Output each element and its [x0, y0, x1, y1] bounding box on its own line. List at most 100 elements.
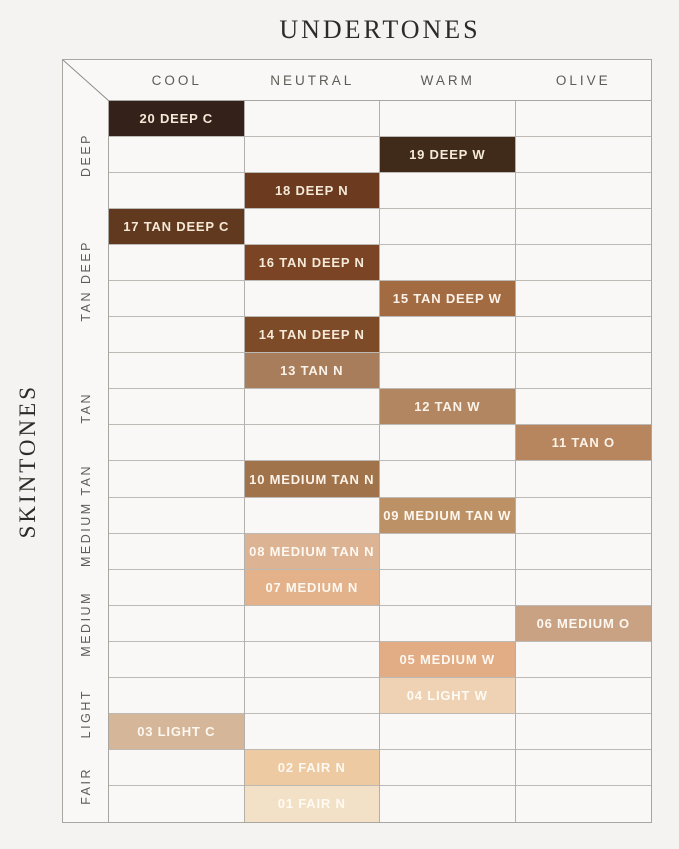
- skintone-group-tan: TAN: [63, 353, 108, 461]
- empty-grid-cell: [380, 605, 516, 642]
- shade-cell-19-deep-w: 19 DEEP W: [380, 137, 516, 174]
- shade-label: 15 TAN DEEP W: [392, 291, 502, 307]
- empty-grid-cell: [515, 317, 651, 354]
- skintone-group-label: MEDIUM TAN: [78, 464, 93, 568]
- shade-cell-07-medium-n: 07 MEDIUM N: [244, 569, 380, 606]
- skintone-group-label: MEDIUM: [78, 590, 93, 657]
- skintones-axis-title-wrap: SKINTONES: [6, 100, 50, 823]
- empty-grid-cell: [380, 785, 516, 822]
- empty-grid-cell: [515, 534, 651, 570]
- empty-grid-cell: [515, 101, 651, 138]
- empty-grid-cell: [515, 245, 651, 282]
- shade-label: 08 MEDIUM TAN N: [249, 543, 375, 559]
- empty-grid-cell: [109, 785, 245, 822]
- skintone-group-deep: DEEP: [63, 101, 108, 209]
- empty-grid-cell: [244, 137, 380, 174]
- shade-cell-13-tan-n: 13 TAN N: [244, 353, 380, 390]
- empty-grid-cell: [109, 569, 245, 606]
- empty-grid-cell: [244, 605, 380, 642]
- shade-cell-10-medium-tan-n: 10 MEDIUM TAN N: [244, 461, 380, 498]
- empty-grid-cell: [244, 389, 380, 426]
- empty-grid-cell: [380, 461, 516, 498]
- skintone-group-light: LIGHT: [63, 678, 108, 750]
- skintone-group-label: TAN: [78, 391, 93, 424]
- shade-label: 01 FAIR N: [277, 796, 346, 812]
- skintones-axis-title: SKINTONES: [15, 384, 40, 539]
- skintone-group-fair: FAIR: [63, 750, 108, 822]
- shade-label: 04 LIGHT W: [406, 687, 488, 703]
- shade-cell-11-tan-o: 11 TAN O: [515, 425, 651, 462]
- empty-grid-cell: [109, 605, 245, 642]
- shade-label: 17 TAN DEEP C: [123, 219, 230, 235]
- shade-cell-12-tan-w: 12 TAN W: [380, 389, 516, 426]
- undertone-headers: COOL NEUTRAL WARM OLIVE: [109, 60, 651, 101]
- empty-grid-cell: [109, 677, 245, 714]
- empty-grid-cell: [515, 209, 651, 246]
- column-header-olive: OLIVE: [555, 72, 611, 88]
- empty-grid-cell: [515, 714, 651, 750]
- skintone-label-column: DEEP TAN DEEP TAN MEDIUM TAN MEDIUM LIGHT FAIR: [63, 101, 109, 822]
- shade-label: 09 MEDIUM TAN W: [383, 507, 512, 523]
- empty-grid-cell: [109, 245, 245, 282]
- empty-grid-cell: [380, 425, 516, 462]
- empty-grid-cell: [515, 137, 651, 174]
- empty-grid-cell: [244, 677, 380, 714]
- empty-grid-cell: [109, 497, 245, 534]
- empty-grid-cell: [380, 569, 516, 606]
- skintone-group-label: DEEP: [78, 133, 93, 178]
- empty-grid-cell: [515, 389, 651, 426]
- empty-grid-cell: [109, 281, 245, 318]
- shade-cell-04-light-w: 04 LIGHT W: [380, 677, 516, 714]
- empty-grid-cell: [109, 317, 245, 354]
- empty-grid-cell: [109, 173, 245, 210]
- shade-cell-05-medium-w: 05 MEDIUM W: [380, 641, 516, 678]
- shade-cell-18-deep-n: 18 DEEP N: [244, 173, 380, 210]
- corner-cell: [63, 60, 109, 101]
- skintone-group-medium: MEDIUM: [63, 570, 108, 678]
- shade-label: 13 TAN N: [280, 363, 344, 379]
- shade-label: 10 MEDIUM TAN N: [249, 471, 375, 487]
- empty-grid-cell: [380, 533, 516, 570]
- shade-label: 14 TAN DEEP N: [258, 327, 365, 343]
- empty-grid-cell: [380, 317, 516, 354]
- empty-grid-cell: [109, 749, 245, 786]
- empty-grid-cell: [244, 281, 380, 318]
- shade-cell-02-fair-n: 02 FAIR N: [244, 749, 380, 786]
- empty-grid-cell: [109, 353, 245, 390]
- shade-label: 06 MEDIUM O: [536, 615, 630, 631]
- shade-cell-06-medium-o: 06 MEDIUM O: [515, 605, 651, 642]
- empty-grid-cell: [516, 786, 652, 822]
- shade-cell-14-tan-deep-n: 14 TAN DEEP N: [244, 317, 380, 354]
- empty-grid-cell: [515, 353, 651, 390]
- empty-grid-cell: [515, 642, 651, 678]
- empty-grid-cell: [380, 353, 516, 390]
- shade-label: 16 TAN DEEP N: [258, 255, 365, 271]
- column-header-cool: COOL: [151, 72, 202, 88]
- column-header-warm: WARM: [420, 72, 475, 88]
- empty-grid-cell: [515, 678, 651, 714]
- shade-label: 02 FAIR N: [277, 759, 346, 775]
- empty-grid-cell: [515, 173, 651, 210]
- column-header-neutral: NEUTRAL: [270, 72, 355, 88]
- skintone-group-tan-deep: TAN DEEP: [63, 209, 108, 353]
- shade-cell-20-deep-c: 20 DEEP C: [109, 101, 245, 138]
- shade-label: 05 MEDIUM W: [399, 651, 495, 667]
- empty-grid-cell: [380, 101, 516, 138]
- shade-label: 19 DEEP W: [409, 147, 486, 163]
- shade-cell-16-tan-deep-n: 16 TAN DEEP N: [244, 245, 380, 282]
- empty-grid-cell: [244, 425, 380, 462]
- empty-grid-cell: [109, 389, 245, 426]
- empty-grid-cell: [380, 749, 516, 786]
- shade-label: 18 DEEP N: [275, 183, 349, 199]
- empty-grid-cell: [380, 209, 516, 246]
- undertones-axis-title: UNDERTONES: [279, 15, 481, 44]
- shade-cell-03-light-c: 03 LIGHT C: [109, 713, 245, 750]
- empty-grid-cell: [380, 245, 516, 282]
- shade-matrix-grid: COOL NEUTRAL WARM OLIVE DEEP TAN DEEP TAN MEDI…: [62, 59, 652, 823]
- shade-label: 07 MEDIUM N: [265, 579, 359, 595]
- empty-grid-cell: [109, 461, 245, 498]
- empty-grid-cell: [515, 750, 651, 786]
- empty-grid-cell: [244, 101, 380, 138]
- shade-label: 03 LIGHT C: [137, 723, 216, 739]
- empty-grid-cell: [109, 425, 245, 462]
